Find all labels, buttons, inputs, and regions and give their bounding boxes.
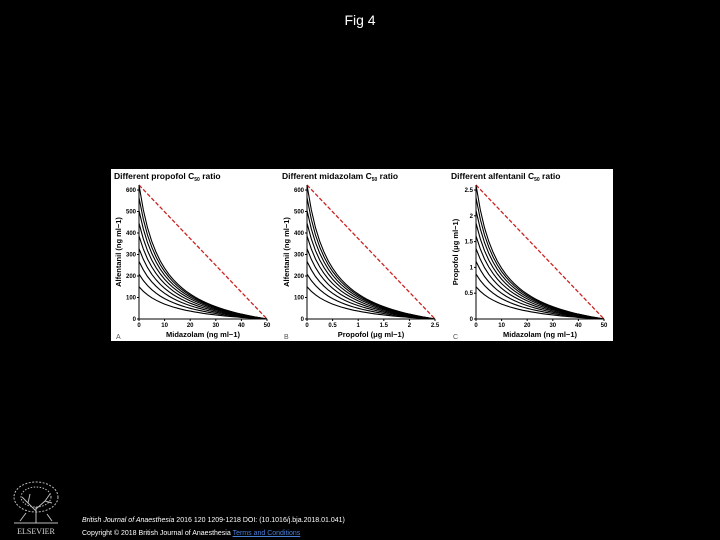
isobole-line — [306, 210, 436, 320]
slide-title: Fig 4 — [344, 12, 376, 28]
panel-title: Different midazolam C50 ratio — [282, 171, 398, 183]
y-tick-label: 600 — [294, 188, 305, 194]
y-tick-label: 200 — [126, 274, 137, 280]
isobole-line — [306, 273, 436, 320]
isobole-line — [138, 235, 268, 320]
isobole-line — [138, 223, 268, 320]
x-tick-label: 1.5 — [380, 323, 389, 329]
y-tick-label: 0.5 — [465, 291, 474, 297]
y-tick-label: 300 — [126, 253, 137, 259]
isobole-line — [306, 286, 436, 320]
y-tick-label: 300 — [294, 253, 305, 259]
citation-line-2: Copyright © 2018 British Journal of Anae… — [82, 527, 345, 540]
x-tick-label: 1 — [357, 323, 361, 329]
citation-details: 2016 120 1209-1218 DOI: (10.1016/j.bja.2… — [174, 517, 345, 524]
isobole-line — [475, 210, 605, 320]
isobole-line — [138, 210, 268, 320]
citation-line-1: British Journal of Anaesthesia 2016 120 … — [82, 514, 345, 527]
isobole-line — [138, 273, 268, 320]
y-axis-label: Alfentanil (ng ml−1) — [114, 217, 123, 287]
y-tick-label: 100 — [294, 296, 305, 302]
x-tick-label: 20 — [187, 323, 194, 329]
y-tick-label: 200 — [294, 274, 305, 280]
panel-c: Different alfentanil C50 ratio 2.5 2 1.5 1 0.… — [451, 171, 608, 341]
panel-title: Different propofol C50 ratio — [114, 171, 221, 183]
y-tick-label: 100 — [126, 296, 137, 302]
copyright-text: Copyright © 2018 British Journal of Anae… — [82, 530, 231, 537]
isobole-line — [475, 273, 605, 320]
x-tick-label: 2.5 — [431, 323, 440, 329]
x-tick-label: 30 — [212, 323, 219, 329]
x-tick-label: 50 — [264, 323, 271, 329]
x-axis-label: Midazolam (ng ml−1) — [503, 330, 577, 339]
y-tick-label: 600 — [126, 188, 137, 194]
x-tick-label: 20 — [524, 323, 531, 329]
panel-letter: B — [284, 334, 289, 341]
figure-svg: Different propofol C50 ratio600500400300… — [114, 171, 608, 341]
y-tick-label: 400 — [126, 231, 137, 237]
y-tick-label: 1.5 — [465, 240, 474, 246]
y-axis-label: Propofol (μg ml−1) — [451, 218, 460, 285]
panel-b: Different midazolam C50 ratio 600 500 400 30… — [282, 171, 440, 341]
isobole-line — [475, 235, 605, 320]
isobole-line — [138, 286, 268, 320]
isobole-line — [306, 223, 436, 320]
isobole-line — [306, 235, 436, 320]
y-tick-label: 400 — [294, 231, 305, 237]
x-tick-label: 10 — [161, 323, 168, 329]
additive-line — [306, 184, 436, 320]
x-tick-label: 40 — [238, 323, 245, 329]
panel-a: Different propofol C50 ratio600500400300… — [114, 171, 271, 341]
x-tick-label: 0.5 — [328, 323, 337, 329]
x-axis-label: Midazolam (ng ml−1) — [166, 330, 240, 339]
isobole-line — [475, 223, 605, 320]
x-tick-label: 40 — [575, 323, 582, 329]
y-tick-label: 2 — [470, 214, 474, 220]
additive-line — [475, 184, 605, 320]
isobole-line — [475, 286, 605, 320]
elsevier-logo: ELSEVIER — [4, 477, 68, 537]
figure-4: Different propofol C50 ratio 600 500 400 300… — [111, 169, 613, 341]
y-tick-label: 1 — [470, 265, 474, 271]
x-tick-label: 0 — [137, 323, 141, 329]
x-tick-label: 30 — [549, 323, 556, 329]
citation: British Journal of Anaesthesia 2016 120 … — [82, 514, 345, 540]
y-tick-label: 2.5 — [465, 188, 474, 194]
isobole-line — [306, 248, 436, 320]
additive-line — [138, 184, 268, 320]
terms-link[interactable]: Terms and Conditions — [232, 530, 301, 537]
panel-title: Different alfentanil C50 ratio — [451, 171, 560, 183]
y-tick-label: 500 — [126, 210, 137, 216]
y-axis-label: Alfentanil (ng ml−1) — [282, 217, 291, 287]
publisher-logo-text: ELSEVIER — [17, 527, 55, 536]
x-tick-label: 50 — [601, 323, 608, 329]
y-tick-label: 500 — [294, 210, 305, 216]
panel-letter: A — [116, 334, 121, 341]
y-tick-label: 0 — [470, 317, 474, 323]
x-axis-label: Propofol (μg ml−1) — [338, 330, 405, 339]
isobole-line — [475, 248, 605, 320]
panel-letter: C — [453, 334, 458, 341]
journal-name: British Journal of Anaesthesia — [82, 517, 175, 524]
x-tick-label: 0 — [474, 323, 478, 329]
x-tick-label: 0 — [305, 323, 309, 329]
y-tick-label: 0 — [301, 317, 305, 323]
isobole-line — [138, 248, 268, 320]
x-tick-label: 10 — [498, 323, 505, 329]
y-tick-label: 0 — [133, 317, 137, 323]
x-tick-label: 2 — [408, 323, 412, 329]
